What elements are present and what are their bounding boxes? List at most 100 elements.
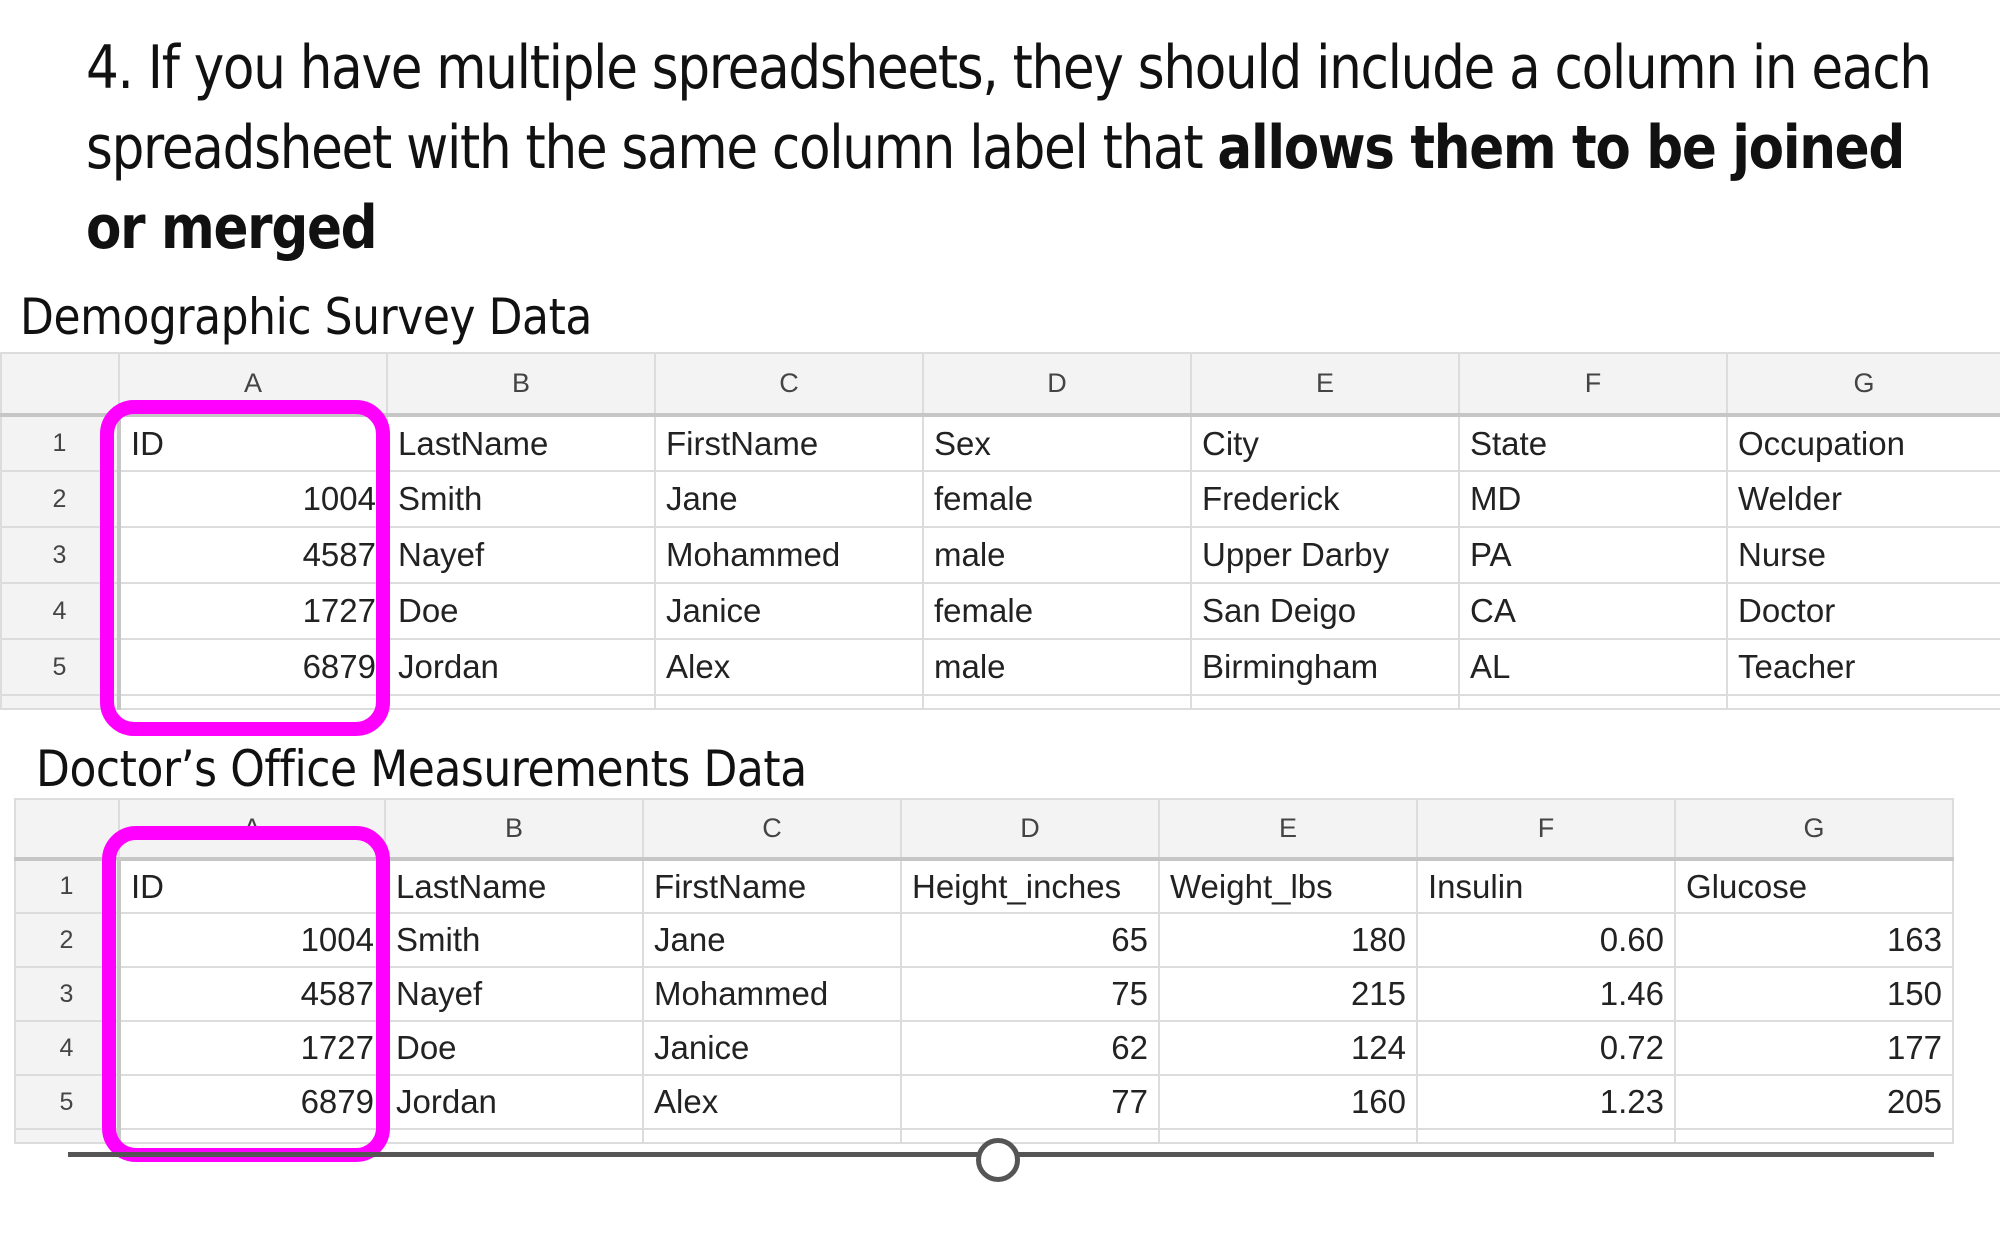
- cell[interactable]: 177: [1674, 1020, 1954, 1076]
- cell[interactable]: LastName: [384, 858, 644, 914]
- cell: [1158, 1128, 1418, 1144]
- cell[interactable]: female: [922, 470, 1192, 528]
- cell[interactable]: Birmingham: [1190, 638, 1460, 696]
- cell[interactable]: 150: [1674, 966, 1954, 1022]
- cell: [1674, 1128, 1954, 1144]
- cell[interactable]: 6879: [118, 638, 388, 696]
- column-header[interactable]: F: [1416, 798, 1676, 861]
- cell[interactable]: CA: [1458, 582, 1728, 640]
- cell: [386, 694, 656, 710]
- cell[interactable]: male: [922, 638, 1192, 696]
- cell[interactable]: Mohammed: [654, 526, 924, 584]
- cell[interactable]: 0.60: [1416, 912, 1676, 968]
- cell: [900, 1128, 1160, 1144]
- cell[interactable]: 160: [1158, 1074, 1418, 1130]
- cell[interactable]: FirstName: [654, 414, 924, 472]
- cell[interactable]: Jordan: [384, 1074, 644, 1130]
- column-header[interactable]: G: [1674, 798, 1954, 861]
- cell[interactable]: male: [922, 526, 1192, 584]
- column-header[interactable]: D: [922, 352, 1192, 417]
- select-all-corner[interactable]: [0, 352, 120, 417]
- cell[interactable]: Doctor: [1726, 582, 2000, 640]
- cell[interactable]: Jane: [654, 470, 924, 528]
- headline-number: 4.: [86, 33, 134, 103]
- cell[interactable]: 163: [1674, 912, 1954, 968]
- cell[interactable]: Jordan: [386, 638, 656, 696]
- table-row-partial: [14, 1128, 1954, 1144]
- cell[interactable]: Alex: [642, 1074, 902, 1130]
- table-row-partial: [0, 694, 2000, 710]
- cell[interactable]: Weight_lbs: [1158, 858, 1418, 914]
- table-row: 4 1727 Doe Janice 62 124 0.72 177: [14, 1020, 1954, 1076]
- cell[interactable]: 205: [1674, 1074, 1954, 1130]
- cell[interactable]: 4587: [118, 526, 388, 584]
- cell[interactable]: 0.72: [1416, 1020, 1676, 1076]
- cell[interactable]: Insulin: [1416, 858, 1676, 914]
- cell[interactable]: Nayef: [384, 966, 644, 1022]
- cell[interactable]: 1727: [118, 1020, 386, 1076]
- table-row: 3 4587 Nayef Mohammed 75 215 1.46 150: [14, 966, 1954, 1022]
- column-header[interactable]: G: [1726, 352, 2000, 417]
- cell[interactable]: Nayef: [386, 526, 656, 584]
- cell[interactable]: 1004: [118, 470, 388, 528]
- cell[interactable]: 1.46: [1416, 966, 1676, 1022]
- cell[interactable]: AL: [1458, 638, 1728, 696]
- cell[interactable]: San Deigo: [1190, 582, 1460, 640]
- cell[interactable]: City: [1190, 414, 1460, 472]
- cell[interactable]: Height_inches: [900, 858, 1160, 914]
- cell[interactable]: Frederick: [1190, 470, 1460, 528]
- cell[interactable]: Occupation: [1726, 414, 2000, 472]
- cell[interactable]: Janice: [642, 1020, 902, 1076]
- cell[interactable]: 62: [900, 1020, 1160, 1076]
- cell[interactable]: female: [922, 582, 1192, 640]
- cell[interactable]: ID: [118, 858, 386, 914]
- cell[interactable]: Mohammed: [642, 966, 902, 1022]
- cell[interactable]: Sex: [922, 414, 1192, 472]
- cell[interactable]: Janice: [654, 582, 924, 640]
- column-header[interactable]: C: [654, 352, 924, 417]
- cell[interactable]: Glucose: [1674, 858, 1954, 914]
- cell[interactable]: ID: [118, 414, 388, 472]
- cell[interactable]: 75: [900, 966, 1160, 1022]
- slide-headline: 4. If you have multiple spreadsheets, th…: [86, 28, 1961, 268]
- column-header[interactable]: B: [384, 798, 644, 861]
- cell[interactable]: Smith: [384, 912, 644, 968]
- cell[interactable]: Upper Darby: [1190, 526, 1460, 584]
- column-header[interactable]: B: [386, 352, 656, 417]
- cell[interactable]: Doe: [384, 1020, 644, 1076]
- cell[interactable]: State: [1458, 414, 1728, 472]
- cell: [654, 694, 924, 710]
- slider-handle[interactable]: [976, 1138, 1020, 1182]
- cell[interactable]: 4587: [118, 966, 386, 1022]
- cell[interactable]: 1.23: [1416, 1074, 1676, 1130]
- cell[interactable]: 180: [1158, 912, 1418, 968]
- cell[interactable]: Nurse: [1726, 526, 2000, 584]
- column-header[interactable]: D: [900, 798, 1160, 861]
- cell[interactable]: PA: [1458, 526, 1728, 584]
- column-header[interactable]: E: [1190, 352, 1460, 417]
- row-number: [0, 694, 121, 710]
- column-header[interactable]: C: [642, 798, 902, 861]
- cell[interactable]: 1004: [118, 912, 386, 968]
- cell[interactable]: Doe: [386, 582, 656, 640]
- column-header[interactable]: F: [1458, 352, 1728, 417]
- cell[interactable]: Jane: [642, 912, 902, 968]
- id-column-highlight: [100, 400, 390, 736]
- row-number: [14, 1128, 121, 1144]
- cell[interactable]: 77: [900, 1074, 1160, 1130]
- cell[interactable]: Smith: [386, 470, 656, 528]
- cell[interactable]: 6879: [118, 1074, 386, 1130]
- cell[interactable]: 65: [900, 912, 1160, 968]
- cell[interactable]: LastName: [386, 414, 656, 472]
- column-header[interactable]: E: [1158, 798, 1418, 861]
- cell[interactable]: 215: [1158, 966, 1418, 1022]
- cell[interactable]: Welder: [1726, 470, 2000, 528]
- table-row: 2 1004 Smith Jane female Frederick MD We…: [0, 470, 2000, 528]
- cell[interactable]: 124: [1158, 1020, 1418, 1076]
- cell[interactable]: FirstName: [642, 858, 902, 914]
- cell[interactable]: MD: [1458, 470, 1728, 528]
- id-column-highlight: [102, 826, 390, 1162]
- cell: [384, 1128, 644, 1144]
- cell[interactable]: Alex: [654, 638, 924, 696]
- cell[interactable]: Teacher: [1726, 638, 2000, 696]
